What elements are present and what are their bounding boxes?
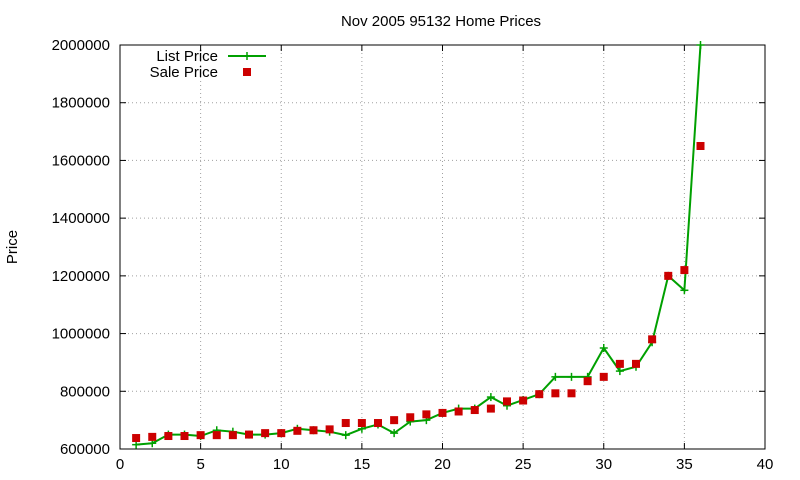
- list-price-point: [615, 367, 624, 376]
- series-sale-price: [132, 142, 705, 443]
- sale-price-point: [180, 432, 189, 441]
- list-price-point: [486, 393, 495, 402]
- y-tick-label: 600000: [60, 441, 110, 458]
- list-price-point: [599, 344, 608, 352]
- legend-square-swatch: [243, 68, 251, 76]
- sale-price-point: [438, 408, 447, 417]
- sale-price-point: [196, 431, 205, 440]
- list-price-point: [680, 286, 689, 295]
- x-tick-label: 25: [515, 456, 532, 473]
- sale-price-point: [519, 396, 528, 405]
- x-tick-label: 15: [354, 456, 371, 473]
- legend-item-sale-price: Sale Price: [150, 64, 251, 81]
- sale-price-point: [374, 419, 382, 428]
- list-price-line: [136, 44, 702, 446]
- sale-price-point: [535, 390, 544, 399]
- x-tick-label: 20: [434, 456, 451, 473]
- sale-price-point: [615, 359, 624, 368]
- sale-price-point: [132, 434, 141, 443]
- sale-price-point: [551, 389, 560, 398]
- list-price-point: [567, 372, 576, 381]
- sale-price-point: [228, 431, 237, 440]
- sale-price-point: [325, 425, 334, 434]
- axes: [119, 44, 766, 450]
- sale-price-point: [470, 406, 479, 415]
- x-tick-label: 10: [273, 456, 290, 473]
- list-price-point: [390, 429, 399, 438]
- sale-price-point: [680, 266, 689, 275]
- list-price-point: [551, 372, 560, 381]
- list-price-point: [341, 431, 350, 440]
- y-tick-label: 2000000: [52, 37, 110, 54]
- sale-price-point: [390, 416, 399, 425]
- sale-price-point: [503, 397, 511, 406]
- y-tick-label: 1400000: [52, 210, 110, 227]
- legend-item-list-price: List Price: [156, 48, 266, 65]
- sale-price-point: [277, 429, 286, 438]
- x-tick-label: 35: [676, 456, 693, 473]
- sale-price-point: [357, 419, 366, 428]
- y-tick-label: 1800000: [52, 95, 110, 112]
- y-axis-label: Price: [4, 230, 21, 264]
- sale-price-point: [212, 431, 221, 440]
- legend-label: Sale Price: [150, 64, 218, 81]
- sale-price-point: [567, 389, 576, 398]
- series: [132, 41, 705, 449]
- sale-price-point: [245, 430, 253, 439]
- y-tick-label: 800000: [60, 383, 110, 400]
- sale-price-point: [261, 429, 270, 438]
- grid: [120, 45, 765, 449]
- x-tick-label: 5: [196, 456, 204, 473]
- y-tick-label: 1000000: [52, 326, 110, 343]
- tick-labels: 0 5 10 15 20 25 30 35 40 600000 800000 1000000 12000…: [52, 37, 774, 473]
- sale-price-point: [406, 413, 415, 422]
- series-list-price: [132, 41, 705, 449]
- x-tick-label: 0: [116, 456, 124, 473]
- sale-price-point: [422, 410, 431, 419]
- legend-label: List Price: [156, 48, 218, 65]
- chart-title: Nov 2005 95132 Home Prices: [341, 13, 541, 30]
- sale-price-point: [148, 432, 157, 441]
- sale-price-point: [164, 432, 173, 441]
- sale-price-point: [486, 404, 495, 413]
- sale-price-point: [648, 335, 657, 344]
- sale-price-point: [599, 372, 608, 381]
- sale-price-point: [696, 142, 705, 150]
- sale-price-point: [341, 419, 350, 428]
- sale-price-point: [632, 359, 640, 368]
- sale-price-point: [454, 407, 463, 416]
- x-tick-label: 40: [757, 456, 774, 473]
- sale-price-point: [583, 377, 592, 386]
- x-tick-label: 30: [595, 456, 612, 473]
- list-price-point: [696, 41, 705, 49]
- sale-price-point: [664, 271, 673, 280]
- sale-price-point: [309, 426, 318, 435]
- sale-price-point: [293, 426, 302, 435]
- y-tick-label: 1200000: [52, 268, 110, 285]
- y-tick-label: 1600000: [52, 152, 110, 169]
